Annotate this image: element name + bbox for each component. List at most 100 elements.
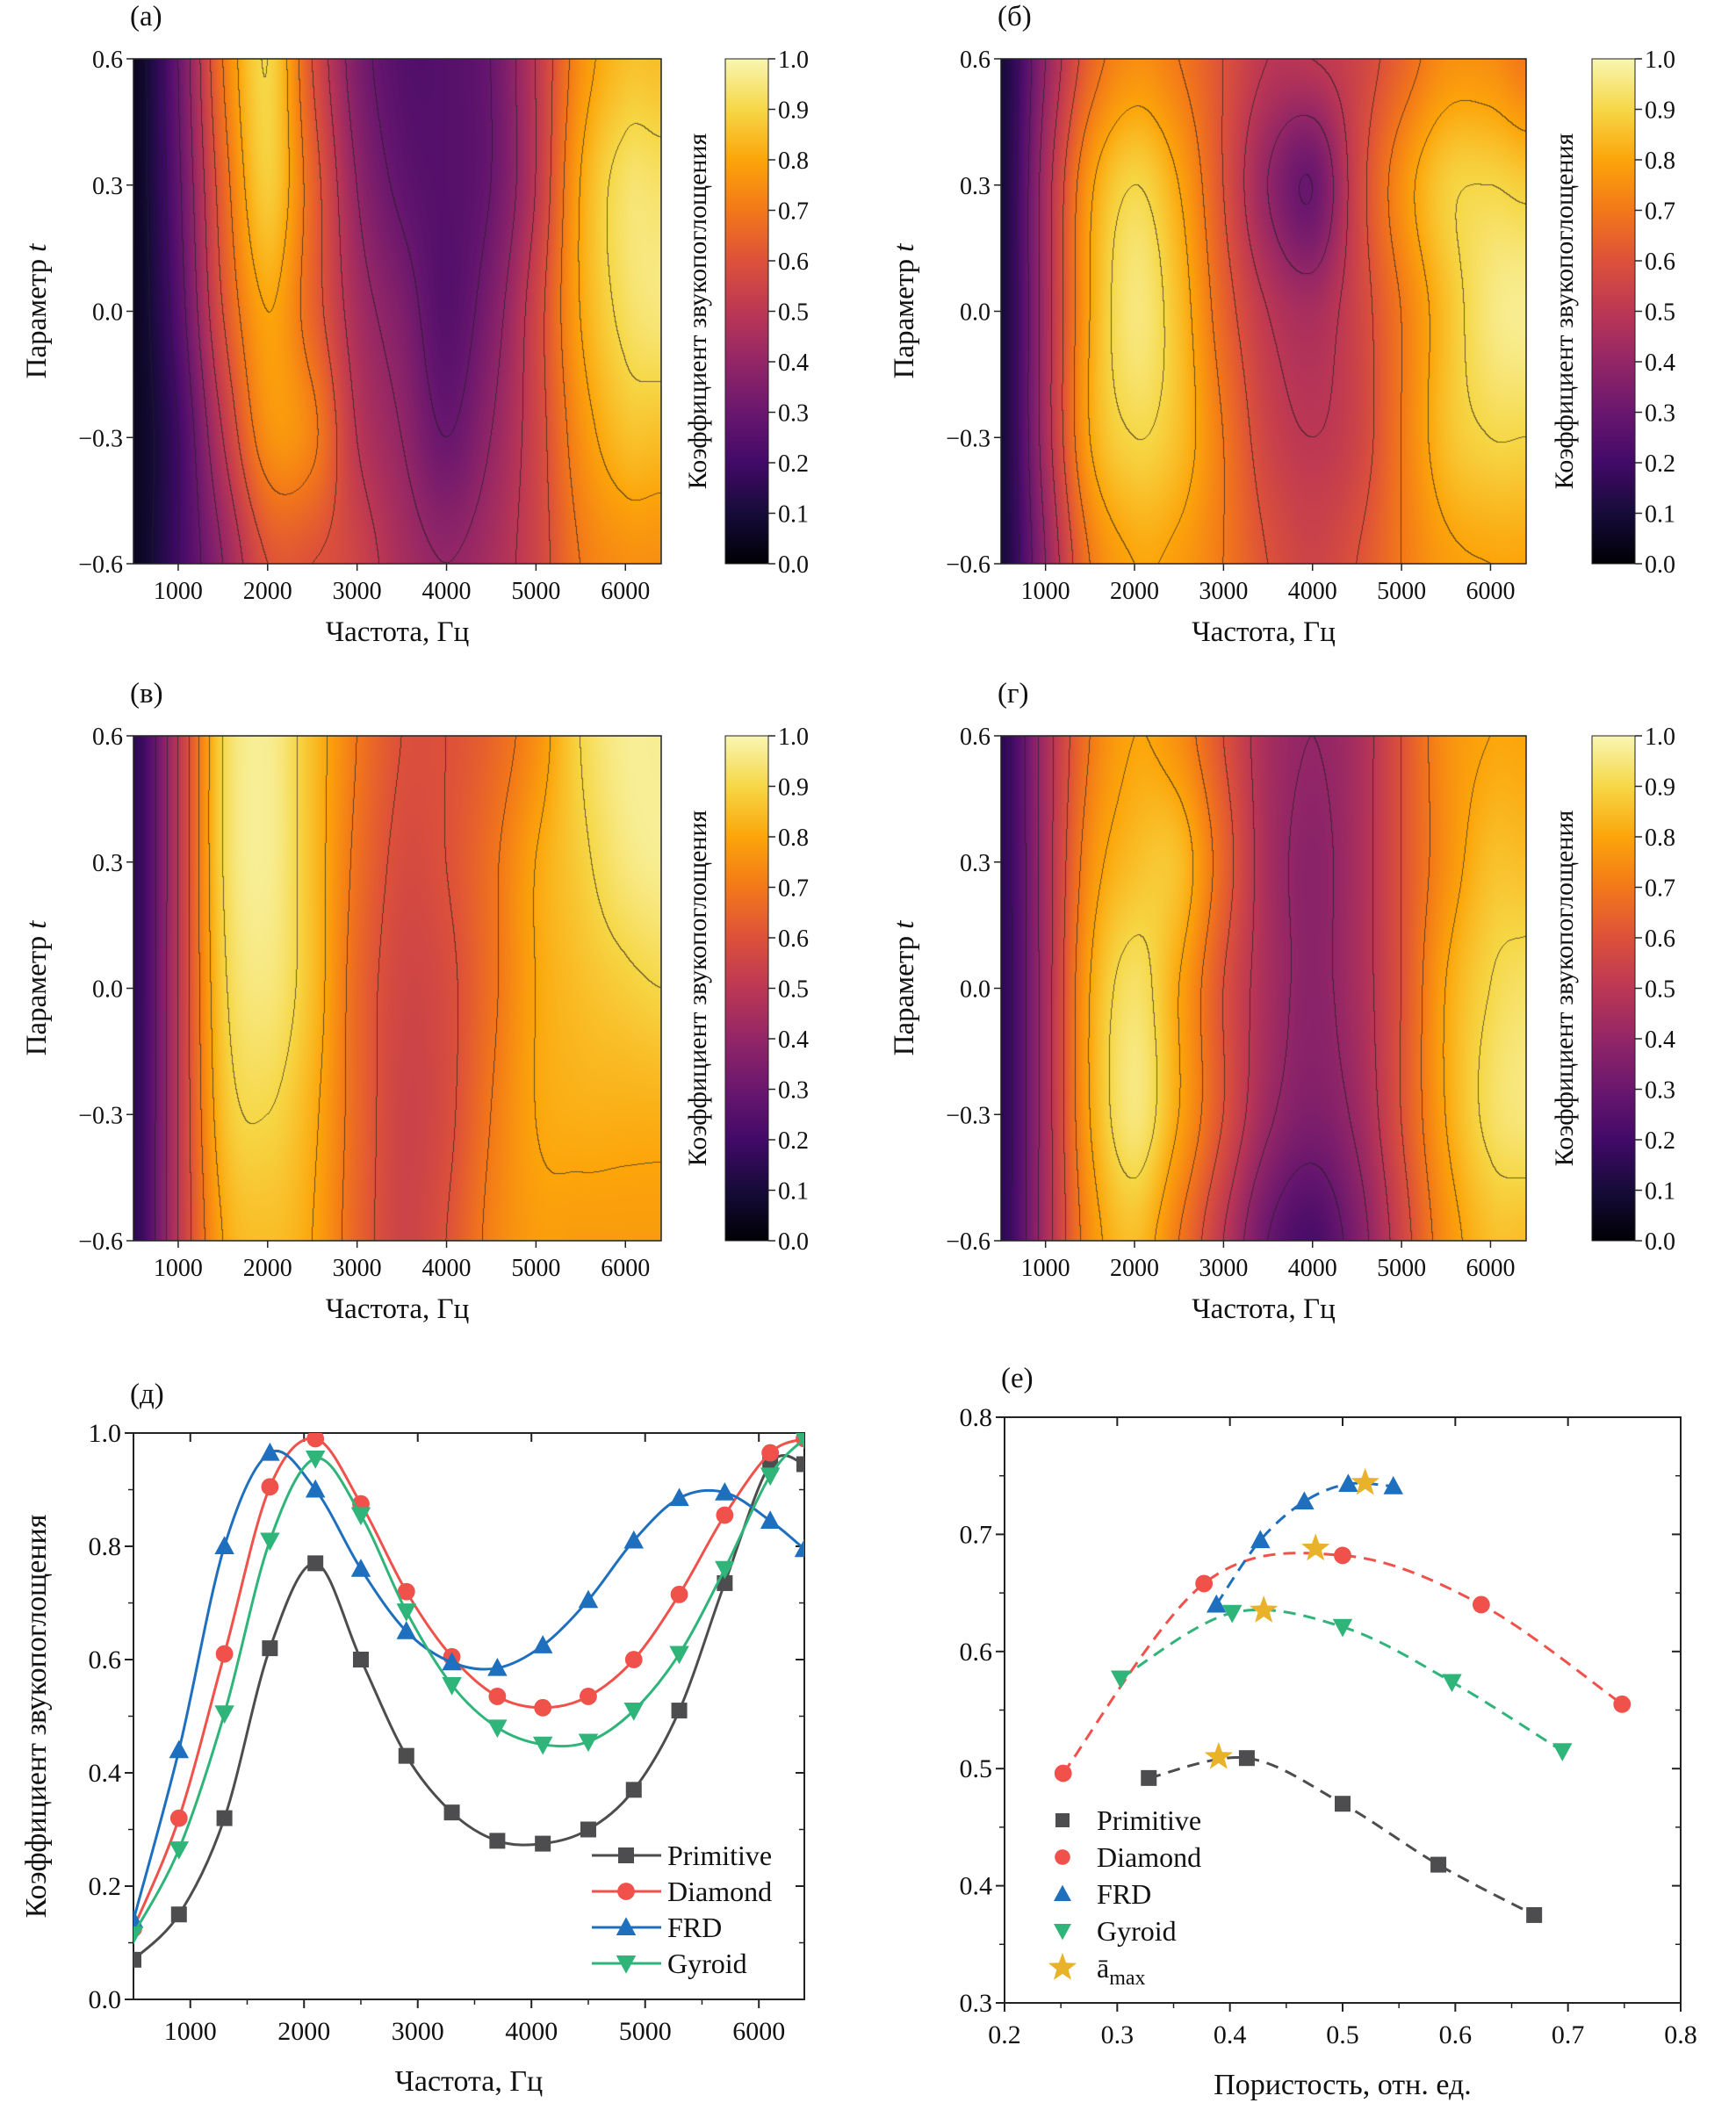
legend-item: Diamond (592, 1876, 772, 1907)
colorbar-tick-label: 0.9 (1645, 774, 1675, 802)
plot-frame (1000, 58, 1527, 565)
y-tick-label: 0.3 (92, 173, 123, 200)
triangle-down-marker (623, 1703, 645, 1721)
colorbar-tick-label: 0.5 (1645, 976, 1675, 1004)
x-tick-label: 0.6 (1439, 2020, 1473, 2049)
heatmap-panel: 1000 2000 3000 4000 5000 6000 −0.6 −0.3 0.0 0.3 0.… (889, 1, 1675, 648)
circle-marker (397, 1582, 415, 1601)
y-tick-label: 0.4 (89, 1759, 122, 1788)
legend-item: Diamond (1055, 1841, 1201, 1873)
x-axis-label: Частота, Гц (1192, 616, 1336, 648)
colorbar-label: Коэффициент звукопоглощения (1550, 810, 1579, 1167)
colorbar (1591, 58, 1636, 565)
square-marker (625, 1782, 642, 1798)
legend-label: Diamond (1097, 1841, 1201, 1873)
colorbar-tick-label: 0.8 (1645, 825, 1675, 852)
y-axis-label: Параметр t (21, 243, 53, 378)
y-tick-label: 0.8 (960, 1403, 993, 1432)
y-axis-label-variable: t (889, 920, 920, 929)
triangle-down-marker (214, 1705, 234, 1724)
legend-label-text: Primitive (1097, 1804, 1201, 1836)
heatmap-panel: 1000 2000 3000 4000 5000 6000 −0.6 −0.3 0.0 0.3 0.… (21, 678, 809, 1325)
x-tick-label: 3000 (1199, 578, 1248, 605)
y-axis-label-variable: t (889, 243, 920, 252)
colorbar-tick-label: 0.2 (1645, 450, 1675, 478)
colorbar-tick-label: 1.0 (778, 724, 809, 751)
x-tick-label: 6000 (601, 1255, 650, 1282)
x-tick-label: 5000 (1377, 578, 1426, 605)
star-marker (1351, 1467, 1379, 1495)
triangle-up-marker (305, 1479, 326, 1498)
fit-line (1148, 1756, 1535, 1917)
y-tick-label: 0.0 (92, 976, 123, 1004)
triangle-up-marker (616, 1917, 637, 1935)
colorbar-tick-label: 0.2 (1645, 1127, 1675, 1155)
x-tick-label: 0.4 (1214, 2020, 1247, 2049)
colorbar-tick-label: 0.4 (778, 349, 809, 377)
triangle-up-marker (1250, 1530, 1271, 1549)
colorbar-tick-label: 0.9 (1645, 97, 1675, 125)
colorbar-tick-label: 1.0 (1645, 724, 1675, 751)
legend-label: Primitive (667, 1840, 772, 1871)
square-marker (1335, 1796, 1351, 1812)
circle-marker (580, 1688, 597, 1705)
colorbar-tick-label: 0.3 (778, 1077, 809, 1105)
colorbar-label: Коэффициент звукопоглощения (683, 133, 712, 490)
square-marker (133, 1951, 141, 1968)
circle-marker (716, 1506, 734, 1524)
triangle-up-marker (623, 1530, 645, 1549)
heatmap-canvas (133, 736, 661, 1241)
colorbar-tick-label: 0.2 (778, 1127, 809, 1155)
x-tick-label: 5000 (1377, 1255, 1426, 1282)
y-tick-label: 0.0 (960, 299, 990, 327)
colorbar-tick-label: 0.5 (778, 976, 809, 1004)
panel-label: (а) (130, 1, 162, 32)
square-marker (1141, 1769, 1157, 1786)
colorbar-tick-label: 0.1 (1645, 1178, 1675, 1206)
circle-marker (534, 1698, 552, 1717)
x-tick-label: 0.2 (988, 2020, 1021, 2049)
plot-frame (133, 58, 662, 565)
colorbar-tick-label: 0.6 (778, 248, 809, 276)
plot-frame (133, 735, 662, 1242)
square-marker (580, 1821, 596, 1838)
star-marker (1301, 1533, 1330, 1561)
circle-marker (1054, 1764, 1072, 1783)
legend-label: Gyroid (667, 1948, 747, 1979)
square-marker (535, 1835, 551, 1852)
triangle-down-marker (578, 1733, 599, 1753)
colorbar-tick-label: 0.4 (1645, 1026, 1675, 1054)
colorbar-tick-label: 0.3 (1645, 400, 1675, 428)
triangle-up-marker (1383, 1476, 1403, 1494)
square-marker (262, 1640, 278, 1657)
y-axis-label-text: Параметр (889, 259, 920, 378)
triangle-down-marker (1442, 1674, 1462, 1693)
triangle-up-marker (669, 1487, 689, 1507)
star-marker (1204, 1741, 1233, 1769)
x-tick-label: 6000 (601, 578, 650, 605)
legend-label: Gyroid (1097, 1915, 1177, 1947)
y-tick-label: 0.3 (960, 1989, 993, 2018)
triangle-down-marker (169, 1841, 190, 1860)
colorbar-tick-label: 0.0 (1645, 1228, 1675, 1256)
colorbar-tick-label: 0.8 (778, 148, 809, 175)
colorbar-tick-label: 0.7 (778, 198, 809, 226)
square-marker (443, 1804, 460, 1821)
y-axis-label-text: Параметр (889, 936, 920, 1055)
x-tick-label: 5000 (619, 2017, 672, 2046)
series-a-max (1204, 1467, 1379, 1769)
square-marker (489, 1833, 506, 1849)
triangle-up-marker (350, 1559, 371, 1577)
colorbar-tick-label: 0.7 (1645, 198, 1675, 226)
y-tick-label: 0.3 (92, 850, 123, 877)
y-tick-label: −0.3 (78, 425, 123, 452)
triangle-up-marker (578, 1589, 599, 1609)
triangle-up-marker (1207, 1594, 1227, 1613)
heatmap-canvas (1001, 59, 1526, 564)
circle-marker (624, 1651, 643, 1668)
y-tick-label: −0.6 (78, 551, 123, 579)
y-tick-label: 0.3 (960, 850, 990, 877)
triangle-up-marker (133, 1910, 144, 1928)
legend-label-text: Diamond (1097, 1841, 1201, 1873)
y-tick-label: 0.7 (960, 1520, 993, 1549)
